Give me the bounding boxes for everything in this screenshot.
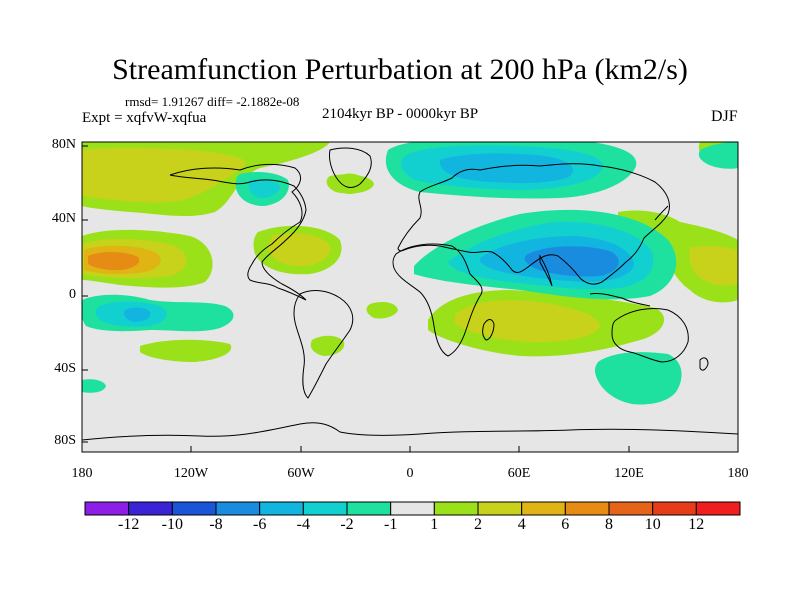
season-label: DJF [711, 108, 738, 125]
lon-label-0: 0 [406, 466, 414, 481]
colorbar-label: -6 [253, 516, 267, 533]
colorbar-label: -1 [384, 516, 398, 533]
lat-label-0: 0 [69, 287, 76, 302]
colorbar-label: 1 [430, 516, 439, 533]
lon-label-60w: 60W [287, 466, 315, 481]
lon-label-60e: 60E [507, 466, 531, 481]
colorbar-label: -12 [118, 516, 140, 533]
rmsd-diff-stats: rmsd= 1.91267 diff= -2.1882e-08 [125, 94, 300, 109]
coastlines [82, 147, 738, 441]
period-label: 2104kyr BP - 0000kyr BP [322, 106, 479, 122]
colorbar-cell [652, 501, 697, 516]
anomaly-region-eurasia-trough-inner [439, 153, 573, 184]
colorbar-cells [84, 501, 741, 516]
anomaly-region-asia-trough-min [524, 246, 619, 277]
coastline-africa [392, 243, 483, 357]
colorbar-cell [521, 501, 566, 516]
colorbar-label: -4 [296, 516, 310, 533]
anomaly-region-pacific-ridge-peak [88, 251, 140, 271]
coastline-north-america [169, 163, 307, 301]
colorbar-cell [564, 501, 610, 516]
coastline-india-peninsula [539, 254, 553, 287]
coastline-australia [611, 307, 689, 363]
anomaly-region-south-america [310, 335, 345, 356]
colorbar-label: -2 [340, 516, 354, 533]
anomaly-region-arctic-pacific-core [82, 147, 246, 203]
anomaly-contours [82, 142, 738, 405]
coastline-japan [654, 205, 669, 221]
anomaly-region-west-pacific-core [689, 245, 738, 286]
colorbar-label: -8 [209, 516, 223, 533]
lat-label-40s: 40S [54, 361, 76, 376]
lon-label-180-east: 180 [727, 466, 749, 481]
colorbar-label: 8 [605, 516, 613, 533]
coastline-new-zealand [699, 357, 709, 371]
colorbar-label: 6 [561, 516, 570, 533]
experiment-label: Expt = xqfvW-xqfua [82, 110, 207, 126]
anomaly-region-south-atlantic [366, 302, 398, 319]
colorbar-cell [608, 501, 654, 516]
colorbar-cell [477, 501, 523, 516]
coastline-greenland [329, 147, 372, 188]
coastline-eurasia [397, 163, 670, 285]
anomaly-region-south-pacific-west [82, 379, 106, 393]
colorbar-cell [128, 501, 173, 516]
anomaly-region-indian-ocean-core [455, 300, 600, 342]
lat-label-80n: 80N [51, 137, 76, 152]
colorbar-label: 2 [474, 516, 482, 533]
colorbar-label: 10 [644, 516, 661, 533]
colorbar-label: -10 [161, 516, 183, 533]
anomaly-region-greenland-east [335, 173, 364, 194]
colorbar-cell [302, 501, 348, 516]
anomaly-region-north-america-core [248, 179, 280, 198]
anomaly-region-south-pacific [140, 339, 232, 362]
axis-ticks [82, 145, 630, 452]
colorbar-cell [171, 501, 217, 516]
coastline-indonesia [589, 293, 651, 307]
lat-label-40n: 40N [51, 211, 76, 226]
plot-title: Streamfunction Perturbation at 200 hPa (… [112, 53, 688, 86]
anomaly-region-arctic-east [698, 142, 738, 169]
lat-label-80s: 80S [54, 433, 76, 448]
colorbar-label: 12 [688, 516, 705, 533]
colorbar-cell [84, 501, 130, 516]
lon-label-120e: 120E [614, 466, 644, 481]
lon-label-120w: 120W [173, 466, 209, 481]
colorbar-cell [259, 501, 304, 516]
colorbar-label: 4 [517, 516, 526, 533]
colorbar-cell [346, 501, 392, 516]
anomaly-region-tropical-pacific-inner [124, 307, 151, 322]
lon-label-180-west: 180 [71, 466, 93, 481]
coastline-south-america [293, 290, 354, 399]
anomaly-region-southern-ocean [594, 352, 682, 405]
coastline-madagascar [482, 319, 495, 341]
anomaly-region-atlantic-core [268, 233, 331, 266]
colorbar-cell [695, 501, 741, 516]
colorbar-cell [433, 501, 479, 516]
coastline-antarctica [82, 422, 738, 441]
colorbar-cell [390, 501, 435, 516]
colorbar-cell [215, 501, 261, 516]
